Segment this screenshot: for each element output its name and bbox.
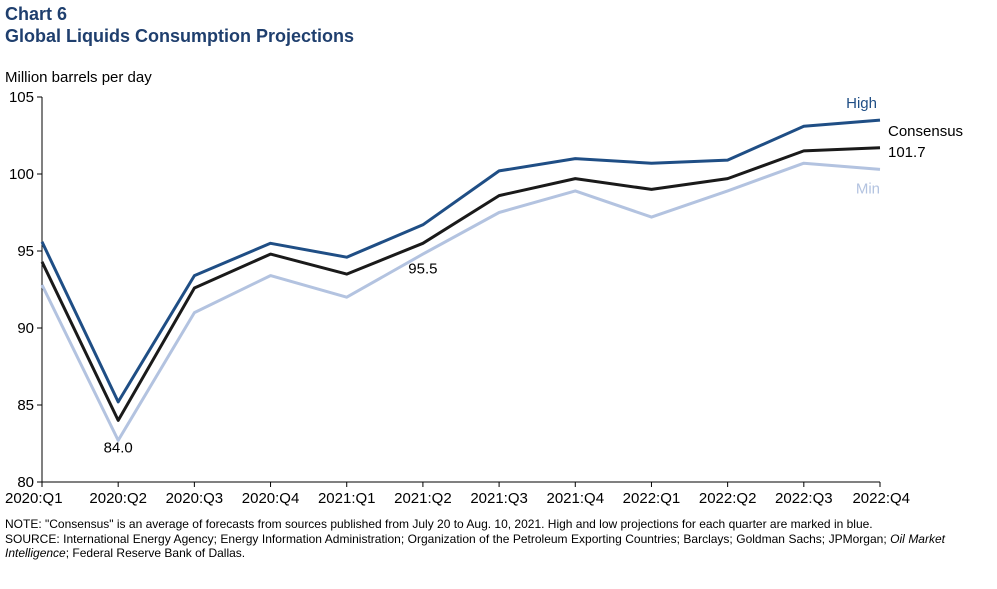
y-axis-label: Million barrels per day bbox=[5, 69, 152, 86]
x-tick-label: 2022:Q3 bbox=[775, 490, 833, 507]
series-line-min bbox=[40, 161, 881, 442]
title-block: Chart 6 Global Liquids Consumption Proje… bbox=[5, 3, 354, 47]
y-tick-label: 90 bbox=[17, 320, 34, 337]
x-tick-label: 2021:Q4 bbox=[546, 490, 604, 507]
legend-consensus-value: 101.7 bbox=[888, 144, 926, 161]
x-tick-label: 2022:Q1 bbox=[623, 490, 681, 507]
chart-number: Chart 6 bbox=[5, 4, 68, 24]
x-tick-label: 2020:Q1 bbox=[5, 490, 63, 507]
y-tick-label: 80 bbox=[17, 474, 34, 491]
chart-title: Global Liquids Consumption Projections bbox=[5, 26, 355, 46]
x-tick-label: 2022:Q4 bbox=[852, 490, 910, 507]
note-text: NOTE: "Consensus" is an average of forec… bbox=[5, 517, 873, 531]
y-tick-label: 100 bbox=[9, 166, 34, 183]
series-line-consensus bbox=[40, 146, 881, 422]
series-line-high bbox=[40, 118, 881, 404]
x-tick-label: 2021:Q1 bbox=[318, 490, 376, 507]
x-tick-label: 2020:Q3 bbox=[166, 490, 224, 507]
legend-high: High bbox=[846, 95, 877, 112]
y-tick-label: 85 bbox=[17, 397, 34, 414]
x-tick-label: 2022:Q2 bbox=[699, 490, 757, 507]
chart-notes: NOTE: "Consensus" is an average of forec… bbox=[5, 517, 945, 561]
source-suffix: ; Federal Reserve Bank of Dallas. bbox=[65, 546, 246, 560]
source-text: SOURCE: International Energy Agency; Ene… bbox=[5, 532, 945, 561]
data-label: 84.0 bbox=[104, 439, 133, 456]
y-tick-label: 105 bbox=[9, 89, 34, 106]
data-label: 95.5 bbox=[408, 260, 437, 277]
y-tick-label: 95 bbox=[17, 243, 34, 260]
x-tick-label: 2020:Q2 bbox=[89, 490, 147, 507]
x-tick-label: 2020:Q4 bbox=[242, 490, 300, 507]
source-prefix: SOURCE: International Energy Agency; Ene… bbox=[5, 531, 891, 546]
x-tick-label: 2021:Q2 bbox=[394, 490, 452, 507]
legend-consensus: Consensus bbox=[888, 123, 963, 140]
line-chart: 80 85 90 95 100 105 2020:Q1 2020:Q2 2020:Q3 2020:… bbox=[5, 89, 963, 507]
legend-min: Min bbox=[856, 180, 880, 197]
x-tick-label: 2021:Q3 bbox=[470, 490, 528, 507]
source-italic: Oil Market Intelligence bbox=[5, 531, 945, 561]
